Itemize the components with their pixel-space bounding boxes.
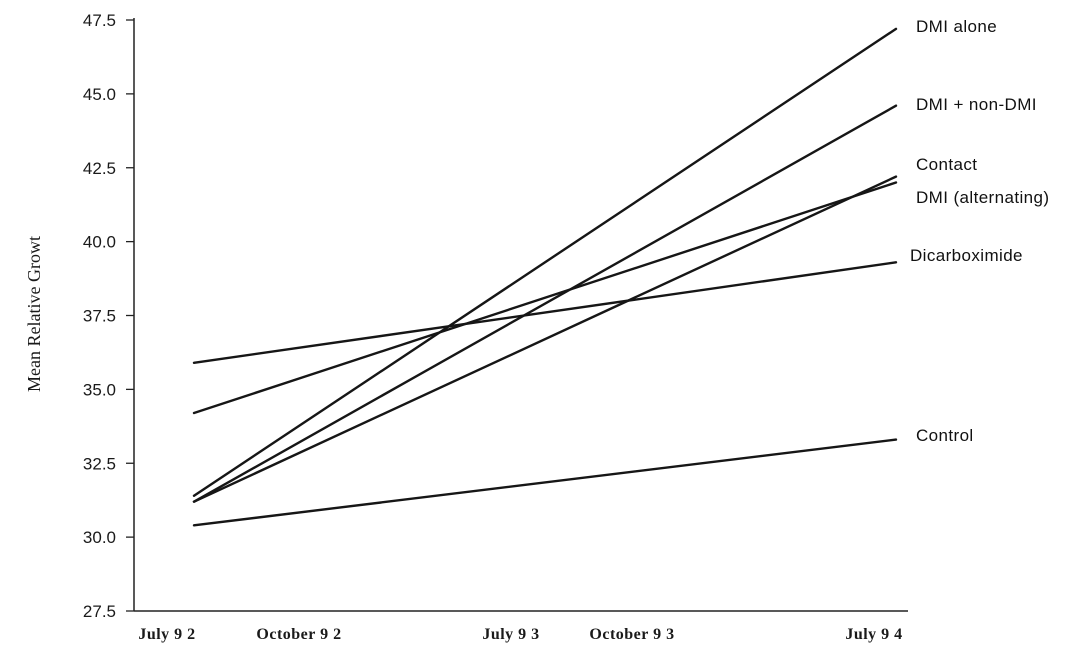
y-tick-label: 27.5 bbox=[83, 602, 116, 621]
series-label: DMI + non-DMI bbox=[916, 95, 1037, 114]
series-label: Dicarboximide bbox=[910, 246, 1023, 265]
series-line-dmi-alone bbox=[192, 27, 898, 497]
y-tick-labels: 47.5 45.0 42.5 40.0 37.5 35.0 32.5 30.0 27.5 bbox=[83, 11, 134, 621]
series-label: Control bbox=[916, 426, 974, 445]
series-lines bbox=[192, 27, 898, 527]
x-tick-label: July 9 3 bbox=[482, 626, 539, 643]
y-tick-label: 47.5 bbox=[83, 11, 116, 30]
y-tick-label: 40.0 bbox=[83, 233, 116, 252]
y-axis-title: Mean Relative Growt bbox=[24, 236, 44, 392]
series-label: DMI (alternating) bbox=[916, 188, 1049, 207]
series-label: DMI alone bbox=[916, 17, 997, 36]
x-tick-label: July 9 2 bbox=[138, 626, 195, 643]
x-tick-labels: July 9 2 October 9 2 July 9 3 October 9 3 Ju… bbox=[138, 626, 902, 643]
series-line-dicarboximide bbox=[192, 261, 898, 364]
y-tick-label: 37.5 bbox=[83, 307, 116, 326]
y-tick-label: 32.5 bbox=[83, 454, 116, 473]
y-tick-label: 30.0 bbox=[83, 528, 116, 547]
x-tick-label: October 9 2 bbox=[256, 626, 341, 643]
chart-axes bbox=[133, 18, 908, 612]
series-line-contact bbox=[192, 175, 898, 503]
y-tick-label: 35.0 bbox=[83, 380, 116, 399]
series-label: Contact bbox=[916, 155, 977, 174]
series-labels: DMI alone DMI + non-DMI Contact DMI (altern… bbox=[910, 17, 1049, 445]
series-line-dmi-alternating bbox=[192, 181, 898, 415]
y-tick-label: 42.5 bbox=[83, 159, 116, 178]
y-tick-label: 45.0 bbox=[83, 85, 116, 104]
x-tick-label: July 9 4 bbox=[845, 626, 902, 643]
series-line-dmi-non-dmi bbox=[192, 104, 898, 503]
series-line-control bbox=[192, 438, 898, 527]
x-tick-label: October 9 3 bbox=[589, 626, 674, 643]
